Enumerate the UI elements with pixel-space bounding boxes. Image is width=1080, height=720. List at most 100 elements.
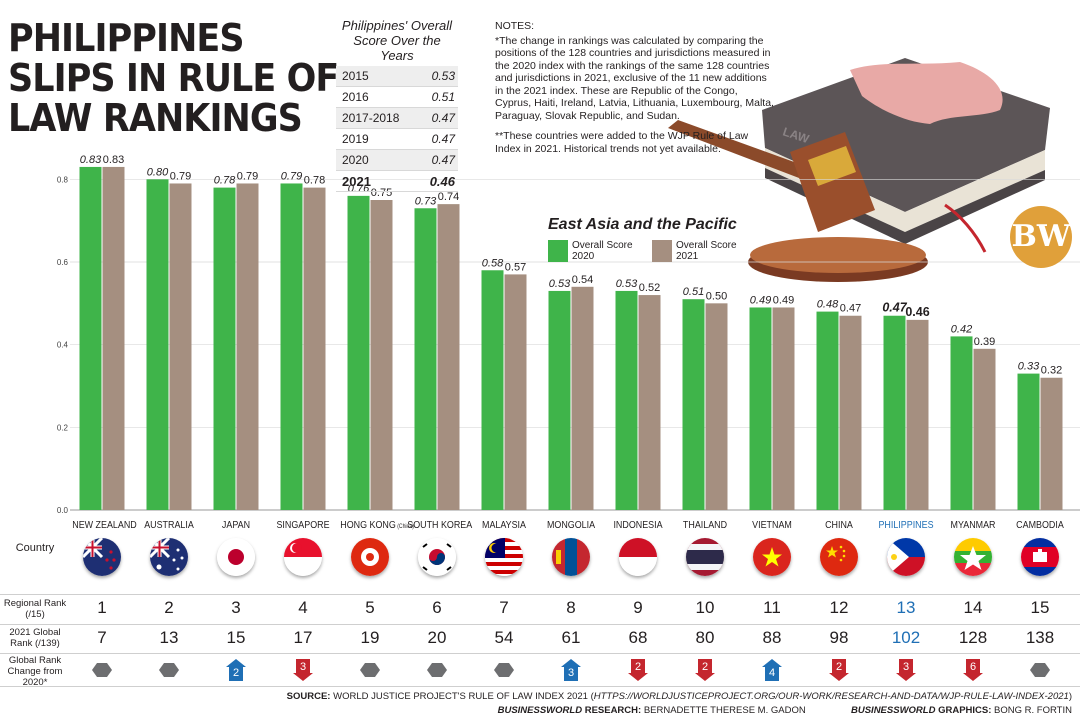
country-note: (China) [395,524,414,530]
score-year: 2015 [342,69,369,83]
data-label-2021: 0.79 [237,170,258,182]
gavel-handle [668,120,830,186]
data-label-2020: 0.42 [951,323,972,335]
rank-down-arrow-icon: 3 [896,659,916,681]
global-rank-cell: 20 [427,628,447,647]
bar-2021 [169,183,192,510]
bar-2020 [615,290,638,510]
data-label-2020: 0.80 [147,166,169,178]
data-label-2020: 0.33 [1018,361,1040,373]
legend-label-2021: Overall Score 2021 [676,240,737,262]
bar-2020 [481,270,504,510]
data-label-2021: 0.49 [773,294,794,306]
country-flag-icon [619,538,657,576]
country-flag-icon [485,538,523,576]
country-name: NEW ZEALAND [72,519,137,531]
bar-2021 [571,286,594,510]
y-tick-label: 0.2 [57,423,69,432]
rank-down-arrow-icon: 2 [628,659,648,681]
rank-unchanged-icon [159,659,179,681]
rank-change-value: 4 [768,667,776,679]
legend-item-2020: Overall Score 2020 [548,240,634,262]
score-table-row: 2015 0.53 [336,66,458,87]
bar-2021 [973,348,996,510]
graphics-brand: BUSINESSWORLD [851,705,936,716]
score-value: 0.47 [431,111,455,125]
score-value: 0.46 [429,174,455,189]
legend-item-2021: Overall Score 2021 [652,240,738,262]
global-rank-cell: 88 [762,628,782,647]
data-label-2021: 0.46 [905,305,929,319]
country-flag-icon [954,538,992,576]
regional-rank-cell: 11 [763,598,781,617]
gavel-book-illustration: LAW [668,58,1050,282]
bar-2020 [213,187,236,510]
legend-title: East Asia and the Pacific [548,216,737,233]
country-name: AUSTRALIA [144,519,194,531]
score-year: 2017-2018 [342,111,400,125]
bar-2021 [370,200,393,510]
data-label-2021: 0.75 [371,187,392,199]
bar-2021 [1040,377,1063,510]
bar-2021 [504,274,527,510]
global-rank-cell: 102 [891,628,921,647]
rank-change-value: 2 [232,667,240,679]
bar-2020 [950,336,973,510]
rank-up-arrow-icon: 2 [226,659,246,681]
global-rank-cell: 128 [958,628,988,647]
country-flag-icon [418,538,456,576]
regional-rank-cell: 14 [963,598,983,617]
note-1: *The change in rankings was calculated b… [495,34,774,122]
global-rank-cell: 13 [159,628,179,647]
data-label-2021: 0.79 [170,170,191,182]
rank-unchanged-icon [427,659,447,681]
global-rank-cell: 15 [226,628,246,647]
rank-up-arrow-icon: 4 [762,659,782,681]
data-label-2021: 0.54 [572,274,593,286]
global-rank-cell: 19 [360,628,380,647]
data-label-2020: 0.49 [750,294,771,306]
footer-source: SOURCE: WORLD JUSTICE PROJECT'S RULE OF … [287,691,1072,702]
country-name: VIETNAM [752,519,792,531]
bars: 0.83 0.830.80 0.79 0.78 0.79 0.79 0.780.76 0.75… [79,154,1063,511]
businessworld-logo: BW [1010,206,1072,268]
data-label-2021: 0.78 [304,175,325,187]
global-rank-cell: 61 [561,628,581,647]
data-label-2021: 0.39 [974,336,995,348]
bar-2020 [749,307,772,510]
country-name: CAMBODIA [1016,519,1064,531]
page-title: PHILIPPINES SLIPS IN RULE OF LAW RANKING… [8,18,339,138]
research-name: BERNADETTE THERESE M. GADON [643,705,806,716]
bar-2021 [772,307,795,510]
source-text: WORLD JUSTICE PROJECT'S RULE OF LAW INDE… [333,691,594,702]
regional-rank-cell: 1 [97,598,107,617]
philippines-score-table: Philippines' Overall Score Over the Year… [336,18,458,192]
bar-2021 [236,183,259,510]
data-label-2020: 0.47 [882,301,907,315]
score-table-row: 2019 0.47 [336,129,458,150]
bar-2021 [303,187,326,510]
rank-down-arrow-icon: 3 [293,659,313,681]
data-label-2021: 0.57 [505,261,526,273]
country-flag-icon [820,538,858,576]
global-rank-cell: 68 [628,628,648,647]
bar-2020 [883,315,906,510]
data-label-2020: 0.53 [549,278,571,290]
bar-2021 [839,315,862,510]
country-name: HONG KONG (China) [340,519,414,531]
bar-2020 [1017,373,1040,510]
bar-2020 [280,183,303,510]
regional-rank-cell: 13 [896,598,916,617]
table-divider [0,594,1080,595]
global-rank-cell: 80 [695,628,715,647]
data-label-2020: 0.53 [616,278,638,290]
data-label-2021: 0.52 [639,282,660,294]
score-table-row: 2021 0.46 [336,171,458,192]
data-label-2020: 0.79 [281,170,302,182]
global-rank-cell: 17 [293,628,313,647]
rank-up-arrow-icon: 3 [561,659,581,681]
country-flag-icon [552,538,590,576]
legend: East Asia and the Pacific Overall Score … [548,216,808,262]
bar-2020 [682,299,705,510]
note-2: **These countries were added to the WJP … [495,130,749,155]
